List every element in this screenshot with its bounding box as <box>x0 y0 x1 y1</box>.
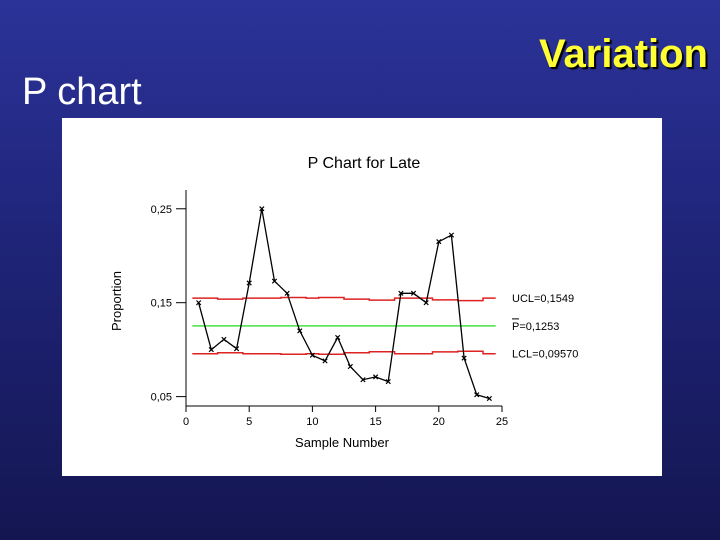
slide-heading: Variation <box>539 32 708 76</box>
data-point <box>461 355 467 361</box>
data-point <box>297 328 303 334</box>
data-point <box>221 336 227 342</box>
lcl-label: LCL=0,09570 <box>512 349 578 361</box>
data-point <box>259 206 265 212</box>
data-point <box>423 300 429 306</box>
data-point <box>196 300 202 306</box>
y-tick-label: 0,05 <box>151 392 172 404</box>
center-line-label: P=0,1253 <box>512 321 559 333</box>
data-point <box>360 377 366 383</box>
series-line <box>197 208 490 400</box>
x-tick-label: 0 <box>183 416 189 428</box>
chart-title: P Chart for Late <box>308 155 421 172</box>
data-point <box>208 347 214 353</box>
data-point <box>309 352 316 358</box>
y-tick-label: 0,15 <box>151 298 172 310</box>
x-axis-label: Sample Number <box>295 435 390 450</box>
data-point <box>347 363 353 370</box>
data-point <box>246 280 252 286</box>
data-point <box>284 290 290 296</box>
x-tick-label: 5 <box>246 416 252 428</box>
y-tick-label: 0,25 <box>151 204 172 216</box>
data-point <box>335 334 341 341</box>
data-point <box>385 378 391 385</box>
p-chart: P Chart for Late Sample Number Proportio… <box>109 155 578 450</box>
data-point <box>436 239 442 245</box>
ucl-label: UCL=0,1549 <box>512 293 574 305</box>
chart-panel: P Chart for Late Sample Number Proportio… <box>62 118 662 476</box>
x-tick-label: 25 <box>496 416 508 428</box>
data-point <box>410 290 417 296</box>
data-point <box>486 395 492 402</box>
data-point <box>448 232 455 238</box>
ucl-line <box>192 296 496 302</box>
data-point <box>474 392 480 398</box>
x-tick-label: 15 <box>369 416 381 428</box>
data-point <box>271 278 278 284</box>
x-tick-label: 20 <box>433 416 445 428</box>
data-point <box>372 374 379 380</box>
data-point <box>398 290 404 296</box>
data-point <box>233 346 240 352</box>
slide-title: P chart <box>22 71 142 113</box>
y-axis-label: Proportion <box>109 271 124 331</box>
data-point <box>322 358 328 364</box>
x-tick-label: 10 <box>306 416 318 428</box>
